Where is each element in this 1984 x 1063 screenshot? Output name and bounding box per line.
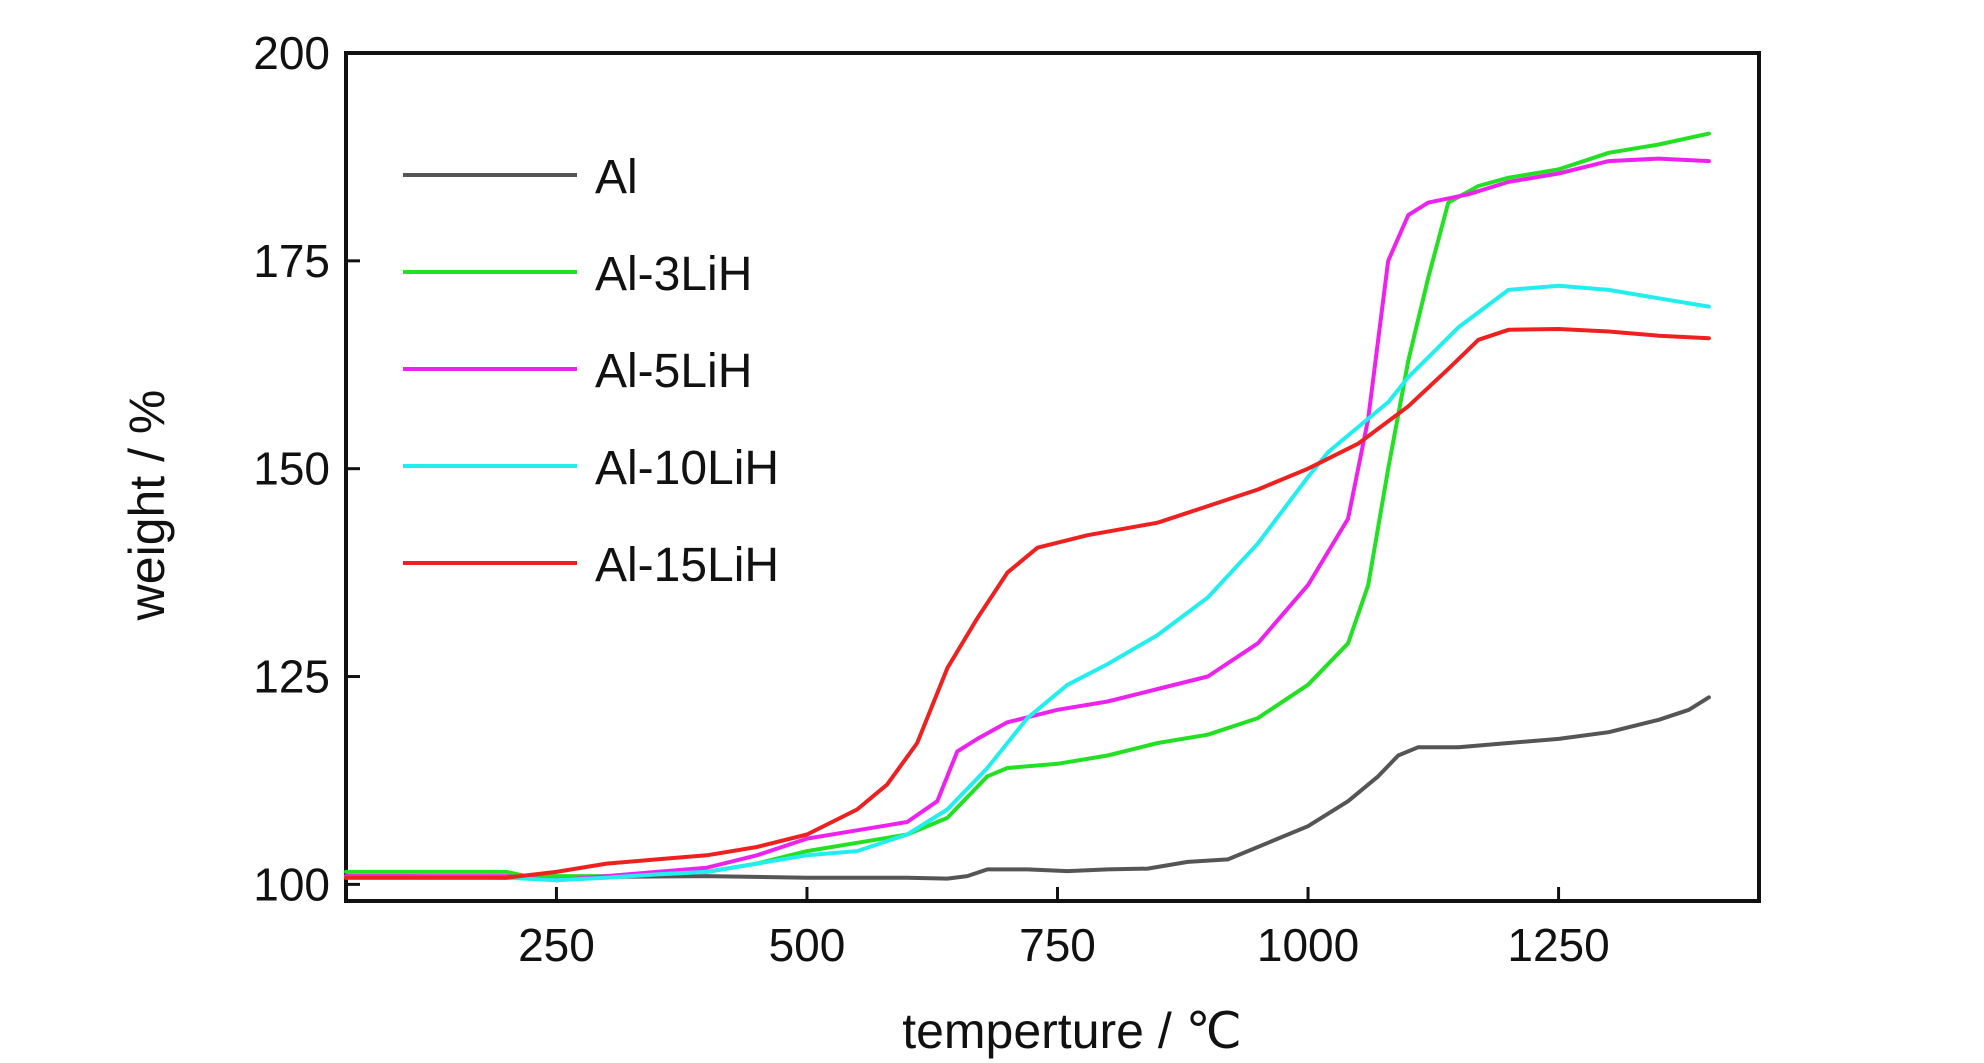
plot-frame xyxy=(344,51,1761,903)
x-tick-label-4: 1250 xyxy=(1507,919,1609,971)
plot-area xyxy=(344,51,1761,903)
y-tick-label-4: 200 xyxy=(253,27,330,79)
legend-label-al-3lih: Al-3LiH xyxy=(595,248,752,301)
x-tick-label-1: 500 xyxy=(769,919,846,971)
series-line-al-15lih xyxy=(344,327,1711,880)
legend-label-al: Al xyxy=(595,151,638,204)
y-tick-label-2: 150 xyxy=(253,443,330,495)
y-tick-label-1: 125 xyxy=(253,651,330,703)
x-axis: 250 500 750 1000 1250 xyxy=(518,887,1610,971)
series-line-al-5lih xyxy=(344,156,1711,883)
y-axis: 100 125 150 175 200 xyxy=(253,27,360,910)
series-line-al-10lih xyxy=(344,283,1711,883)
x-tick-label-3: 1000 xyxy=(1257,919,1359,971)
y-axis-title: weight / % xyxy=(119,390,175,622)
series-line-al-3lih xyxy=(344,131,1711,879)
series-line-al xyxy=(344,695,1711,881)
x-tick-label-0: 250 xyxy=(518,919,595,971)
x-axis-title: temperture / ℃ xyxy=(902,1003,1242,1059)
y-tick-label-3: 175 xyxy=(253,235,330,287)
x-tick-label-2: 750 xyxy=(1019,919,1096,971)
legend-label-al-5lih: Al-5LiH xyxy=(595,345,752,398)
legend-label-al-10lih: Al-10LiH xyxy=(595,442,779,495)
legend: Al Al-3LiH Al-5LiH Al-10LiH Al-15LiH xyxy=(403,151,779,592)
series-layer xyxy=(344,131,1711,883)
legend-label-al-15lih: Al-15LiH xyxy=(595,539,779,592)
y-tick-label-0: 100 xyxy=(253,858,330,910)
